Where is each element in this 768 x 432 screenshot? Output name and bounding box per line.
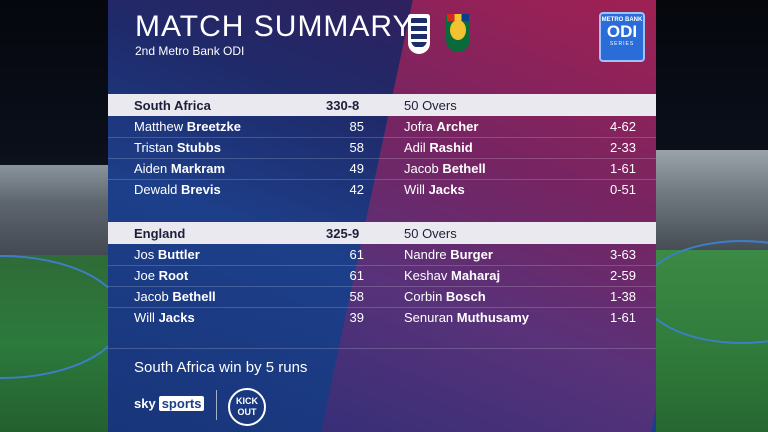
innings-header-england: England 325-9 50 Overs	[108, 222, 656, 244]
batter-name: Tristan Stubbs	[134, 140, 221, 155]
team-overs: 50 Overs	[404, 226, 457, 241]
bowler-name: Nandre Burger	[404, 247, 493, 262]
team-overs: 50 Overs	[404, 98, 457, 113]
bowler-figures: 4-62	[609, 119, 636, 134]
bowler-name: Will Jacks	[404, 182, 465, 197]
batter-runs: 85	[349, 119, 364, 134]
row-divider	[108, 265, 656, 266]
match-summary-panel: MATCH SUMMARY 2nd Metro Bank ODI METRO B…	[108, 0, 656, 432]
bowler-name: Adil Rashid	[404, 140, 473, 155]
table-row: Joe Root 61 Keshav Maharaj 2-59	[108, 265, 656, 286]
bowler-name: Jacob Bethell	[404, 161, 486, 176]
row-divider	[108, 286, 656, 287]
bowler-name: Corbin Bosch	[404, 289, 486, 304]
bowler-figures: 1-61	[609, 161, 636, 176]
england-crest-icon	[408, 14, 430, 54]
bowler-figures: 1-61	[609, 310, 636, 325]
batter-name: Aiden Markram	[134, 161, 226, 176]
bowler-figures: 2-59	[609, 268, 636, 283]
table-row: Jos Buttler 61 Nandre Burger 3-63	[108, 244, 656, 265]
series-subtitle: 2nd Metro Bank ODI	[135, 44, 245, 58]
batter-name: Dewald Brevis	[134, 182, 221, 197]
batter-name: Jos Buttler	[134, 247, 200, 262]
batter-name: Will Jacks	[134, 310, 195, 325]
batter-runs: 61	[349, 268, 364, 283]
sky-sports-logo: sky sports	[134, 396, 205, 411]
batter-runs: 61	[349, 247, 364, 262]
table-row: Tristan Stubbs 58 Adil Rashid 2-33	[108, 137, 656, 158]
row-divider	[108, 158, 656, 159]
row-divider	[108, 137, 656, 138]
kick-out-logo: KICK OUT	[228, 388, 266, 426]
logo-divider	[216, 390, 217, 420]
badge-main: ODI	[606, 22, 638, 41]
team-name: England	[134, 226, 186, 241]
badge-series: SERIES	[609, 41, 635, 47]
batter-runs: 39	[349, 310, 364, 325]
bowler-figures: 1-38	[609, 289, 636, 304]
south-africa-crest-icon	[446, 14, 470, 52]
bowler-figures: 0-51	[609, 182, 636, 197]
batter-name: Jacob Bethell	[134, 289, 216, 304]
table-row: Aiden Markram 49 Jacob Bethell 1-61	[108, 158, 656, 179]
table-row: Matthew Breetzke 85 Jofra Archer 4-62	[108, 116, 656, 137]
batter-runs: 49	[349, 161, 364, 176]
row-divider	[108, 307, 656, 308]
bowler-name: Keshav Maharaj	[404, 268, 501, 283]
table-row: Will Jacks 39 Senuran Muthusamy 1-61	[108, 307, 656, 328]
page-title: MATCH SUMMARY	[135, 10, 414, 43]
batter-runs: 42	[349, 182, 364, 197]
bowler-figures: 3-63	[609, 247, 636, 262]
innings-header-south-africa: South Africa 330-8 50 Overs	[108, 94, 656, 116]
team-name: South Africa	[134, 98, 211, 113]
bowler-name: Jofra Archer	[404, 119, 479, 134]
batter-runs: 58	[349, 289, 364, 304]
batter-name: Joe Root	[134, 268, 189, 283]
batter-runs: 58	[349, 140, 364, 155]
odi-series-badge: METRO BANK ODI SERIES	[599, 12, 645, 62]
bowler-name: Senuran Muthusamy	[404, 310, 530, 325]
row-divider	[108, 179, 656, 180]
badge-sponsor: METRO BANK	[601, 17, 643, 23]
section-divider	[108, 348, 656, 349]
team-score: 330-8	[326, 98, 360, 113]
team-score: 325-9	[326, 226, 360, 241]
bowler-figures: 2-33	[609, 140, 636, 155]
match-result: South Africa win by 5 runs	[134, 359, 308, 376]
table-row: Jacob Bethell 58 Corbin Bosch 1-38	[108, 286, 656, 307]
batter-name: Matthew Breetzke	[134, 119, 241, 134]
table-row: Dewald Brevis 42 Will Jacks 0-51	[108, 179, 656, 200]
